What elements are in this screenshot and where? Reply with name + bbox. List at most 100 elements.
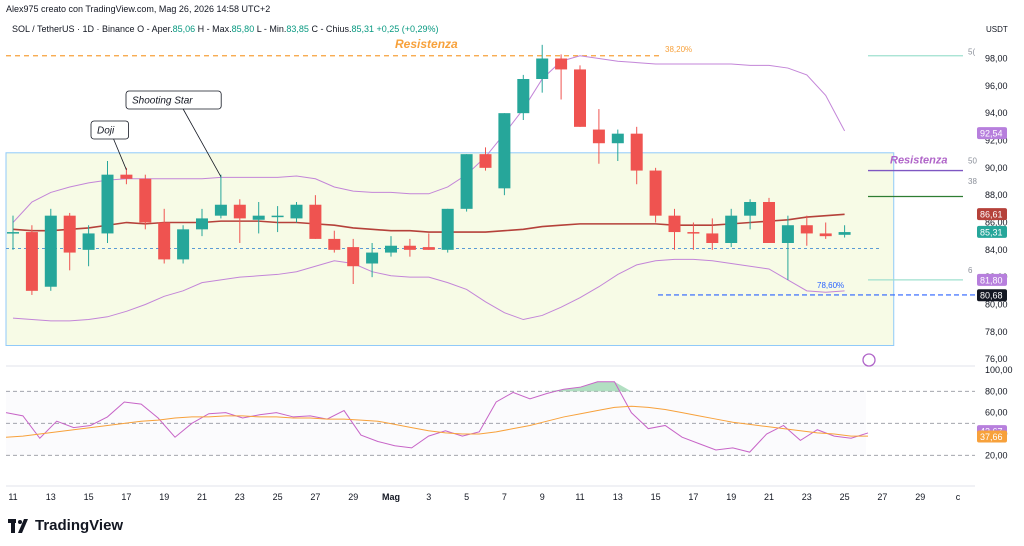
alert-icon xyxy=(862,353,876,367)
candle-body xyxy=(498,113,511,189)
rsi-line xyxy=(5,381,869,453)
candle-body xyxy=(592,129,605,144)
moving-average-line xyxy=(12,213,845,233)
reference-level-label: 6 xyxy=(968,266,973,275)
bollinger-lower-line xyxy=(12,258,845,322)
time-tick-label: 29 xyxy=(915,492,925,502)
candle-body xyxy=(7,232,19,234)
time-tick-label: 27 xyxy=(310,492,320,502)
time-tick-label: 11 xyxy=(8,492,17,502)
fib-top-label: 38,20% xyxy=(665,45,692,54)
price-badge xyxy=(977,273,1007,286)
price-badge xyxy=(977,127,1007,140)
annotation-label: Doji xyxy=(97,126,115,137)
price-tick-label: 90,00 xyxy=(985,163,1008,173)
currency-label: USDT xyxy=(986,25,1008,34)
reference-level-label: 50 xyxy=(968,157,977,166)
time-tick-label: Mag xyxy=(382,492,400,502)
time-tick-label: 15 xyxy=(84,492,94,502)
price-badge xyxy=(977,208,1007,221)
candle-body xyxy=(309,204,322,239)
time-tick-label: 3 xyxy=(426,492,431,502)
annotation-box xyxy=(90,120,129,140)
price-tick-label: 92,00 xyxy=(985,136,1008,146)
open-label: O - Aper. xyxy=(137,24,173,34)
time-tick-label: 21 xyxy=(197,492,207,502)
candle-body xyxy=(25,232,38,291)
change-value: +0,25 (+0,29%) xyxy=(376,24,439,34)
reference-level-label: 38 xyxy=(968,177,977,186)
candle-body xyxy=(196,218,208,230)
time-tick-label: 19 xyxy=(159,492,169,502)
symbol-ohlc-line: SOL / TetherUS · 1D · Binance O - Aper.8… xyxy=(12,24,439,34)
price-badge-label: 92,54 xyxy=(980,129,1003,139)
candle-body xyxy=(441,208,454,250)
time-tick-label: 23 xyxy=(802,492,812,502)
candle-body xyxy=(347,247,360,267)
rsi-badge xyxy=(977,430,1007,443)
time-tick-label: 21 xyxy=(764,492,774,502)
rsi-tick-label: 60,00 xyxy=(985,408,1008,418)
candle-body xyxy=(290,204,303,219)
high-label: H - Max. xyxy=(197,24,232,34)
resistance-label: Resistenza xyxy=(395,37,458,51)
tradingview-logo-text: TradingView xyxy=(35,517,124,534)
price-tick-label: 88,00 xyxy=(985,190,1008,200)
time-tick-label: 29 xyxy=(348,492,358,502)
bollinger-upper-line xyxy=(12,55,846,223)
candle-body xyxy=(536,58,549,79)
candle-body xyxy=(800,225,813,234)
tradingview-logo: TradingView xyxy=(8,517,123,534)
candle-body xyxy=(44,215,57,287)
candle-body xyxy=(517,79,530,114)
candle-body xyxy=(687,232,700,234)
price-tick-label: 80,00 xyxy=(985,300,1008,310)
time-tick-label: 25 xyxy=(840,492,850,502)
price-tick-label: 84,00 xyxy=(985,245,1008,255)
candle-body xyxy=(252,215,265,220)
candle-body xyxy=(385,245,397,253)
time-tick-label: 25 xyxy=(273,492,283,502)
candle-body xyxy=(177,229,190,260)
symbol-name[interactable]: SOL / TetherUS · 1D · Binance xyxy=(12,24,135,34)
fib-bottom-label: 78,60% xyxy=(817,281,844,290)
candle-body xyxy=(649,170,662,216)
price-tick-label: 86,00 xyxy=(985,218,1008,228)
reference-level-label: 5( xyxy=(968,47,975,56)
rsi-tick-label: 80,00 xyxy=(985,386,1008,396)
price-tick-label: 78,00 xyxy=(985,327,1008,337)
rsi-overbought-fill xyxy=(6,381,868,392)
price-badge-label: 86,61 xyxy=(980,210,1003,220)
rsi-tick-label: 100,00 xyxy=(985,365,1013,375)
candle-body xyxy=(781,225,794,243)
time-tick-label: 23 xyxy=(235,492,245,502)
candle-body xyxy=(139,178,152,223)
price-tick-label: 76,00 xyxy=(985,354,1008,364)
close-label: C - Chius. xyxy=(311,24,352,34)
price-badge xyxy=(977,289,1007,302)
candle-body xyxy=(611,133,624,144)
candle-body xyxy=(630,133,643,171)
time-tick-label: 9 xyxy=(540,492,545,502)
time-tick-label: 19 xyxy=(726,492,736,502)
time-tick-label: c xyxy=(956,492,961,502)
rsi-ma-line xyxy=(5,405,868,438)
candle-body xyxy=(403,245,416,250)
price-tick-label: 94,00 xyxy=(985,108,1008,118)
candle-body xyxy=(460,154,473,209)
candle-body xyxy=(82,233,95,250)
time-tick-label: 13 xyxy=(613,492,623,502)
time-tick-label: 13 xyxy=(46,492,56,502)
resistance-label-2: Resistenza xyxy=(890,155,947,167)
annotation-pointer xyxy=(182,108,222,177)
time-tick-label: 17 xyxy=(688,492,698,502)
candle-body xyxy=(574,69,586,127)
candle-body xyxy=(233,204,246,219)
time-tick-label: 17 xyxy=(121,492,131,502)
candle-body xyxy=(101,174,114,234)
candle-body xyxy=(366,252,379,264)
candle-body xyxy=(479,154,492,168)
candle-body xyxy=(158,222,171,260)
candle-body xyxy=(706,233,719,243)
